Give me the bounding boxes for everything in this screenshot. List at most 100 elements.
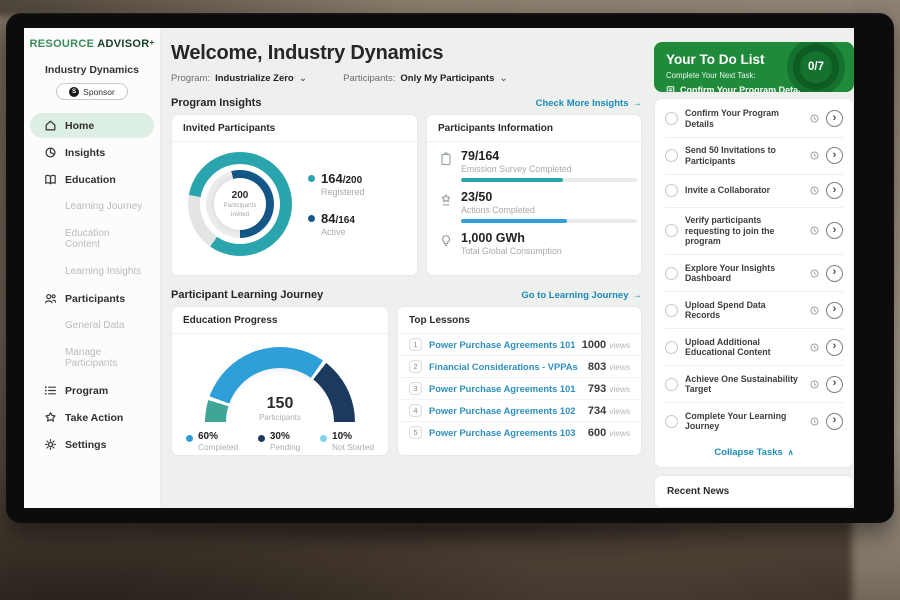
task-open-button[interactable] <box>826 222 843 240</box>
document-icon <box>666 85 675 92</box>
go-to-learning-journey-link[interactable]: Go to Learning Journey <box>521 290 642 301</box>
lesson-link[interactable]: Power Purchase Agreements 102 <box>429 405 576 416</box>
task-open-button[interactable] <box>826 264 843 282</box>
task-checkbox[interactable] <box>665 340 678 354</box>
task-checkbox[interactable] <box>665 112 678 125</box>
completed-dot <box>186 435 193 442</box>
sidebar-item-education-content[interactable]: Education Content <box>30 222 154 256</box>
gear-icon <box>44 438 57 451</box>
check-more-insights-link[interactable]: Check More Insights <box>536 98 642 109</box>
arrow-right-icon <box>633 290 643 301</box>
task-row-confirm-program: Confirm Your Program Details <box>665 101 843 138</box>
participants-icon <box>44 292 57 305</box>
sidebar-item-learning-insights[interactable]: Learning Insights <box>30 260 154 283</box>
task-open-button[interactable] <box>826 301 843 319</box>
top-lessons-card: Top Lessons 1 Power Purchase Agreements … <box>397 306 642 456</box>
sponsor-badge-icon: S <box>69 86 80 97</box>
participants-filter-label: Participants: <box>343 73 396 84</box>
task-open-button[interactable] <box>826 182 843 199</box>
task-open-button[interactable] <box>826 147 843 164</box>
sidebar-item-label: Education Content <box>65 228 110 250</box>
actions-completed-label: Actions Completed <box>461 205 535 215</box>
program-filter-value: Industrialize Zero <box>215 73 294 84</box>
legend-registered: 164/200 Registered <box>308 171 365 197</box>
sidebar-item-take-action[interactable]: Take Action <box>30 405 154 430</box>
task-label: Complete Your Learning Journey <box>685 410 787 432</box>
lesson-link[interactable]: Power Purchase Agreements 103 <box>429 427 576 438</box>
sidebar: RESOURCE ADVISOR+ Industry Dynamics S Sp… <box>24 28 161 508</box>
task-checkbox[interactable] <box>665 266 678 280</box>
sidebar-item-home[interactable]: Home <box>30 113 154 138</box>
collapse-tasks-label: Collapse Tasks <box>714 447 783 458</box>
sidebar-item-insights[interactable]: Insights <box>30 140 154 165</box>
lesson-views-value: 803 <box>587 360 607 373</box>
lesson-row: 2 Financial Considerations - VPPAs 803 v… <box>398 356 641 378</box>
task-row-upload-educational-content: Upload Additional Educational Content <box>665 329 843 366</box>
emission-survey-progress-fill <box>461 178 564 182</box>
task-label: Upload Additional Educational Content <box>685 336 771 358</box>
donut-legend: 164/200 Registered 84/164 Active <box>308 171 365 237</box>
participants-filter[interactable]: Participants: Only My Participants <box>343 73 508 84</box>
chevron-down-icon[interactable] <box>299 76 307 82</box>
todo-summary-card: Your To Do List Complete Your Next Task:… <box>654 42 854 92</box>
card-title: Education Progress <box>172 307 388 334</box>
logo-part-1: RESOURCE <box>29 38 95 50</box>
todo-next-task-label: Confirm Your Program Details <box>680 85 809 92</box>
monitor-shadow <box>60 520 840 560</box>
sidebar-item-label: Insights <box>65 146 106 159</box>
consumption-value: 1,000 GWh <box>461 231 525 245</box>
clock-icon <box>810 269 819 278</box>
task-open-button[interactable] <box>826 412 843 430</box>
donut-gap-ring: 200 Participants Invited <box>200 164 280 244</box>
donut-center-caption-1: Participants <box>223 202 257 209</box>
sidebar-item-learning-journey[interactable]: Learning Journey <box>30 195 154 218</box>
clock-icon <box>810 343 819 352</box>
sidebar-item-general-data[interactable]: General Data <box>30 314 154 337</box>
donut-center-caption-2: Invited <box>230 210 250 218</box>
chevron-up-icon <box>788 447 794 458</box>
lesson-link[interactable]: Power Purchase Agreements 101 <box>429 383 576 394</box>
task-open-button[interactable] <box>826 110 843 127</box>
link-label: Go to Learning Journey <box>521 289 629 301</box>
recent-news-card: Recent News <box>654 475 854 508</box>
sidebar-item-label: Program <box>65 384 109 397</box>
task-checkbox[interactable] <box>665 377 678 391</box>
card-title: Participants Information <box>427 115 641 142</box>
sidebar-item-program[interactable]: Program <box>30 378 154 403</box>
sidebar-item-participants[interactable]: Participants <box>30 286 154 311</box>
program-icon <box>44 384 57 397</box>
chevron-down-icon[interactable] <box>499 76 507 82</box>
task-checkbox[interactable] <box>665 224 678 238</box>
task-label: Send 50 Invitations to Participants <box>685 145 776 166</box>
filter-bar: Program: Industrialize Zero Participants… <box>171 73 642 84</box>
lesson-rank: 4 <box>409 404 422 417</box>
lesson-link[interactable]: Financial Considerations - VPPAs <box>429 361 578 372</box>
task-checkbox[interactable] <box>665 303 678 317</box>
not-started-dot <box>320 435 328 442</box>
todo-next-task: Confirm Your Program Details <box>666 85 842 92</box>
lesson-link[interactable]: Power Purchase Agreements 101 <box>429 339 575 350</box>
sidebar-item-settings[interactable]: Settings <box>30 432 154 457</box>
sponsor-badge[interactable]: S Sponsor <box>56 83 128 100</box>
task-open-button[interactable] <box>826 375 843 393</box>
sidebar-item-education[interactable]: Education <box>30 167 154 192</box>
lesson-rank: 2 <box>409 360 422 373</box>
sidebar-item-label: Take Action <box>65 411 124 424</box>
pending-label: Pending <box>269 442 301 452</box>
task-checkbox[interactable] <box>665 149 678 162</box>
task-checkbox[interactable] <box>665 184 678 197</box>
lesson-row: 5 Power Purchase Agreements 103 600 view… <box>398 422 641 443</box>
collapse-tasks-link[interactable]: Collapse Tasks <box>665 439 843 465</box>
not-started-label: Not Started <box>332 442 374 452</box>
recent-news-title: Recent News <box>667 486 730 497</box>
sidebar-item-manage-participants[interactable]: Manage Participants <box>30 341 154 375</box>
consumption-icon <box>439 234 453 248</box>
lesson-views-value: 1000 <box>581 338 607 351</box>
program-filter[interactable]: Program: Industrialize Zero <box>171 73 307 84</box>
lesson-row: 1 Power Purchase Agreements 101 1000 vie… <box>398 334 641 356</box>
clock-icon <box>810 114 819 123</box>
participants-information-card: Participants Information 79/164 Emission… <box>426 114 642 276</box>
task-checkbox[interactable] <box>665 414 678 428</box>
task-open-button[interactable] <box>826 338 843 356</box>
program-insights-header: Program Insights Check More Insights <box>171 97 642 109</box>
